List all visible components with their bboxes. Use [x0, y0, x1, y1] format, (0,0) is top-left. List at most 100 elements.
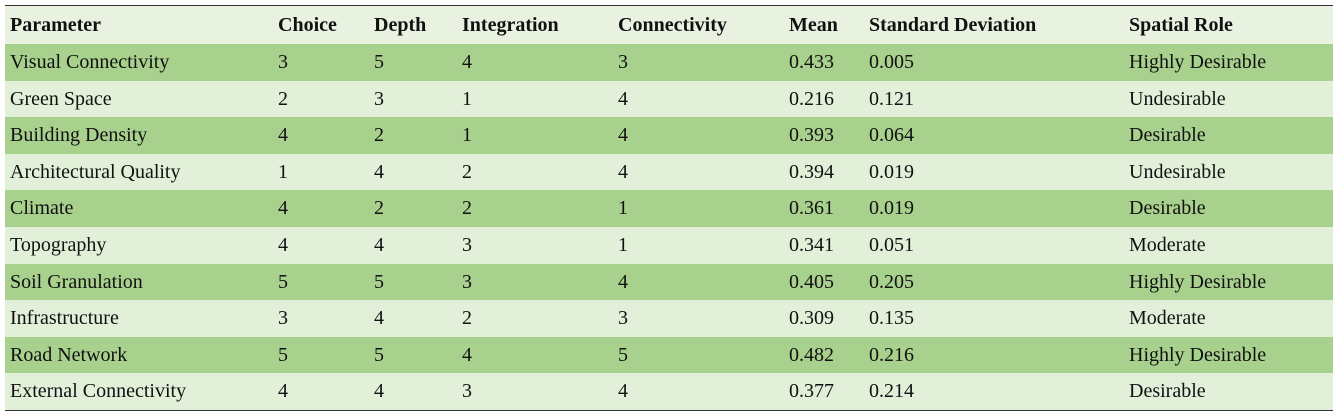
header-row: Parameter Choice Depth Integration Connectiv… — [5, 6, 1333, 44]
table-cell: 5 — [374, 343, 384, 366]
table-cell: 3 — [618, 51, 628, 73]
table-cell: 5 — [278, 343, 288, 366]
table-cell: 0.135 — [869, 307, 914, 330]
table-cell: Desirable — [1129, 197, 1206, 220]
table-cell: 3 — [462, 270, 472, 293]
table-cell: 2 — [278, 87, 288, 110]
table-cell: 0.064 — [869, 124, 914, 147]
header-cell: Integration — [462, 14, 559, 36]
table-cell: Highly Desirable — [1129, 270, 1267, 293]
table-cell: Visual Connectivity — [10, 51, 170, 73]
table-cell: 4 — [278, 380, 288, 403]
table-cell: Road Network — [10, 343, 128, 366]
table-cell: 2 — [462, 160, 472, 183]
table-cell: 1 — [278, 160, 288, 183]
table-cell: Green Space — [10, 87, 112, 110]
table-row: Building Density 4 2 1 4 0.393 0.064 Desirable — [5, 117, 1333, 154]
table-cell: 0.205 — [869, 270, 914, 293]
table-cell: 4 — [618, 124, 628, 147]
table-cell: 4 — [618, 380, 628, 403]
table-cell: 4 — [618, 270, 628, 293]
header-cell: Spatial Role — [1129, 14, 1233, 36]
table-row: External Connectivity 4 4 3 4 0.377 0.214 Desir… — [5, 373, 1333, 410]
table-cell: 2 — [374, 197, 384, 220]
table-cell: 0.405 — [789, 270, 834, 293]
table-cell: 0.394 — [789, 160, 834, 183]
table-row: Road Network 5 5 4 5 0.482 0.216 Highly Desirab… — [5, 336, 1333, 374]
table-cell: 0.309 — [789, 307, 834, 330]
table-cell: Desirable — [1129, 380, 1206, 403]
table-row: Climate 4 2 2 1 0.361 0.019 Desirable — [5, 190, 1333, 227]
header-cell: Choice — [278, 14, 337, 36]
header-cell: Parameter — [10, 14, 102, 36]
table-row: Infrastructure 3 4 2 3 0.309 0.135 Moderate — [5, 300, 1333, 337]
table-cell: 0.482 — [789, 343, 834, 366]
table-cell: 4 — [462, 343, 472, 366]
table-cell: 4 — [278, 233, 288, 256]
table-cell: 0.019 — [869, 160, 914, 183]
table-cell: 3 — [278, 307, 288, 330]
table-cell: 5 — [618, 343, 628, 366]
table-cell: 4 — [374, 233, 384, 256]
table-cell: Infrastructure — [10, 307, 119, 330]
table-cell: Highly Desirable — [1129, 51, 1267, 73]
table-cell: 0.121 — [869, 87, 914, 110]
header-cell: Connectivity — [618, 14, 727, 36]
table-cell: 1 — [462, 124, 472, 147]
table-cell: 3 — [278, 51, 288, 73]
table-cell: Soil Granulation — [10, 270, 143, 293]
table-cell: 2 — [462, 197, 472, 220]
table-cell: 2 — [462, 307, 472, 330]
table-cell: 0.341 — [789, 233, 834, 256]
table-cell: Architectural Quality — [10, 160, 181, 183]
table-cell: 0.216 — [789, 87, 834, 110]
table-cell: 4 — [618, 87, 628, 110]
table-cell: Building Density — [10, 124, 148, 147]
table-cell: 4 — [374, 160, 384, 183]
table-cell: 0.216 — [869, 343, 914, 366]
table-cell: Undesirable — [1129, 160, 1226, 183]
header-cell: Standard Deviation — [869, 14, 1037, 36]
table-cell: 0.005 — [869, 51, 914, 73]
table-cell: 5 — [374, 270, 384, 293]
table-cell: 4 — [278, 197, 288, 220]
table-cell: 1 — [618, 233, 628, 256]
table-cell: 4 — [374, 307, 384, 330]
table-cell: 0.393 — [789, 124, 834, 147]
table-cell: 0.433 — [789, 51, 834, 73]
table-cell: Topography — [10, 233, 107, 256]
table-cell: Moderate — [1129, 233, 1206, 256]
table: Parameter Choice Depth Integration Connectiv… — [5, 5, 1333, 411]
table-row: Visual Connectivity 3 5 4 3 0.433 0.005 Highly … — [5, 44, 1333, 81]
table-cell: 5 — [374, 51, 384, 73]
table-row: Green Space 2 3 1 4 0.216 0.121 Undesirable — [5, 80, 1333, 118]
table-cell: 3 — [462, 380, 472, 403]
table-cell: 0.051 — [869, 233, 914, 256]
table-cell: 5 — [278, 270, 288, 293]
table-cell: 3 — [462, 233, 472, 256]
table-row: Architectural Quality 1 4 2 4 0.394 0.019 Undes… — [5, 153, 1333, 191]
header-cell: Depth — [374, 14, 427, 36]
table-cell: 1 — [462, 87, 472, 110]
table-cell: 4 — [278, 124, 288, 147]
table-cell: Undesirable — [1129, 87, 1226, 110]
table-cell: 3 — [618, 307, 628, 330]
table-cell: Desirable — [1129, 124, 1206, 147]
table-cell: 2 — [374, 124, 384, 147]
header-cell: Mean — [789, 14, 838, 36]
table-cell: External Connectivity — [10, 380, 187, 403]
table-cell: 0.377 — [789, 380, 834, 403]
table-cell: 4 — [374, 380, 384, 403]
table-cell: 0.214 — [869, 380, 914, 403]
table-row: Soil Granulation 5 5 3 4 0.405 0.205 Highly Des… — [5, 263, 1333, 301]
table-cell: Highly Desirable — [1129, 343, 1267, 366]
table-cell: 0.361 — [789, 197, 834, 220]
table-cell: 0.019 — [869, 197, 914, 220]
table-cell: Moderate — [1129, 307, 1206, 330]
table-cell: 4 — [462, 51, 472, 73]
table-cell: 4 — [618, 160, 628, 183]
table-cell: 1 — [618, 197, 628, 220]
table-cell: Climate — [10, 197, 74, 220]
table-row: Topography 4 4 3 1 0.341 0.051 Moderate — [5, 226, 1333, 264]
